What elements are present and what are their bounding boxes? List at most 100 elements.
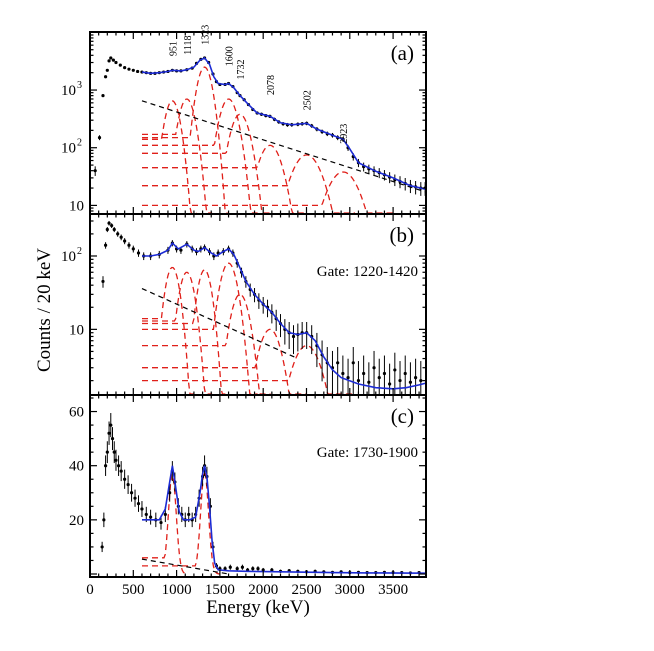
data-point xyxy=(136,502,141,506)
fit-curve xyxy=(141,57,426,191)
data-point xyxy=(291,334,296,339)
data-point xyxy=(393,368,397,372)
data-point xyxy=(103,75,108,79)
data-point xyxy=(377,375,381,380)
data-point xyxy=(372,366,376,370)
data-point xyxy=(251,566,255,571)
data-point xyxy=(414,375,418,380)
data-point xyxy=(127,243,131,247)
panel-frame xyxy=(89,31,427,215)
panel-label: (c) xyxy=(391,404,414,428)
data-point xyxy=(102,518,106,522)
data-point xyxy=(103,243,108,247)
data-point xyxy=(111,58,115,62)
plot-area xyxy=(101,220,426,395)
data-point xyxy=(336,361,340,365)
data-point xyxy=(223,566,227,571)
data-point xyxy=(133,496,137,500)
component-curve-2078 xyxy=(142,144,307,214)
panel-frame xyxy=(89,394,427,578)
data-point xyxy=(351,361,355,365)
component-curve-1323 xyxy=(142,66,228,214)
data-point xyxy=(398,379,402,383)
y-tick-label: 10 xyxy=(69,322,84,338)
data-point xyxy=(136,251,141,255)
data-point xyxy=(116,232,120,236)
peak-label-2923: 2923 xyxy=(339,124,350,144)
background-line xyxy=(141,100,426,193)
fit-curve xyxy=(142,241,426,390)
data-point xyxy=(109,56,113,60)
component-curve-1600 xyxy=(142,262,258,395)
data-point xyxy=(127,67,131,71)
data-point xyxy=(346,375,350,380)
peak-label-1118: 1118 xyxy=(183,35,194,54)
fit-curve xyxy=(142,465,426,575)
data-point xyxy=(97,135,102,140)
x-tick-label: 0 xyxy=(86,582,94,598)
plot-area xyxy=(93,56,426,214)
gate-annotation: Gate: 1220-1420 xyxy=(317,264,418,280)
data-point xyxy=(126,483,130,487)
data-point xyxy=(105,68,109,72)
data-point xyxy=(187,512,191,517)
data-point xyxy=(408,380,413,384)
data-point xyxy=(100,545,104,549)
data-point xyxy=(112,450,116,454)
component-curve-951 xyxy=(142,100,197,214)
x-tick-label: 3500 xyxy=(378,582,408,598)
data-point xyxy=(123,477,127,481)
peak-label-2078: 2078 xyxy=(266,75,277,95)
background-line xyxy=(141,287,299,360)
data-point xyxy=(105,227,109,232)
background-line xyxy=(141,558,229,575)
data-point xyxy=(107,431,111,435)
data-point xyxy=(131,247,135,251)
gate-annotation: Gate: 1730-1900 xyxy=(317,445,418,461)
component-curve-1323 xyxy=(142,268,228,395)
data-point xyxy=(367,380,371,384)
y-tick-label: 10 xyxy=(61,249,76,265)
x-tick-label: 1500 xyxy=(205,582,235,598)
data-point xyxy=(114,458,118,462)
y-tick-label: 40 xyxy=(69,459,84,475)
component-curve-1118 xyxy=(142,271,213,395)
x-tick-label: 1000 xyxy=(162,582,192,598)
y-tick-label-exponent: 3 xyxy=(77,80,82,91)
data-point xyxy=(129,491,134,495)
plot-area xyxy=(100,413,426,575)
panel-c: 20 40 60 (c) Gate: 1730-1900 xyxy=(69,394,427,578)
data-point xyxy=(123,239,127,243)
data-point xyxy=(118,63,122,67)
peak-label-1600: 1600 xyxy=(225,46,236,66)
data-point xyxy=(356,379,361,383)
data-point xyxy=(109,423,113,427)
component-curve-1732 xyxy=(142,113,271,214)
peak-label-1732: 1732 xyxy=(236,60,247,80)
data-point xyxy=(105,450,109,454)
data-point xyxy=(101,94,105,98)
component-curve-2502 xyxy=(142,344,355,395)
data-point xyxy=(101,279,105,284)
component-curve-951 xyxy=(142,473,188,575)
data-point xyxy=(110,437,115,441)
data-point xyxy=(107,59,111,63)
data-point xyxy=(159,520,163,525)
component-curve-2078 xyxy=(142,328,307,395)
data-point xyxy=(112,227,116,232)
component-curve-1323 xyxy=(142,468,220,575)
y-tick-label-exponent: 2 xyxy=(77,246,82,257)
y-tick-label: 60 xyxy=(69,405,84,421)
data-point xyxy=(107,221,111,225)
data-point xyxy=(261,568,265,572)
data-point xyxy=(110,223,114,228)
y-tick-label: 10 xyxy=(69,198,84,214)
component-curve-951 xyxy=(142,266,197,395)
data-point xyxy=(235,566,239,571)
peak-label-951: 951 xyxy=(168,41,179,56)
y-tick-label-exponent: 2 xyxy=(77,138,82,149)
data-point xyxy=(256,566,260,571)
